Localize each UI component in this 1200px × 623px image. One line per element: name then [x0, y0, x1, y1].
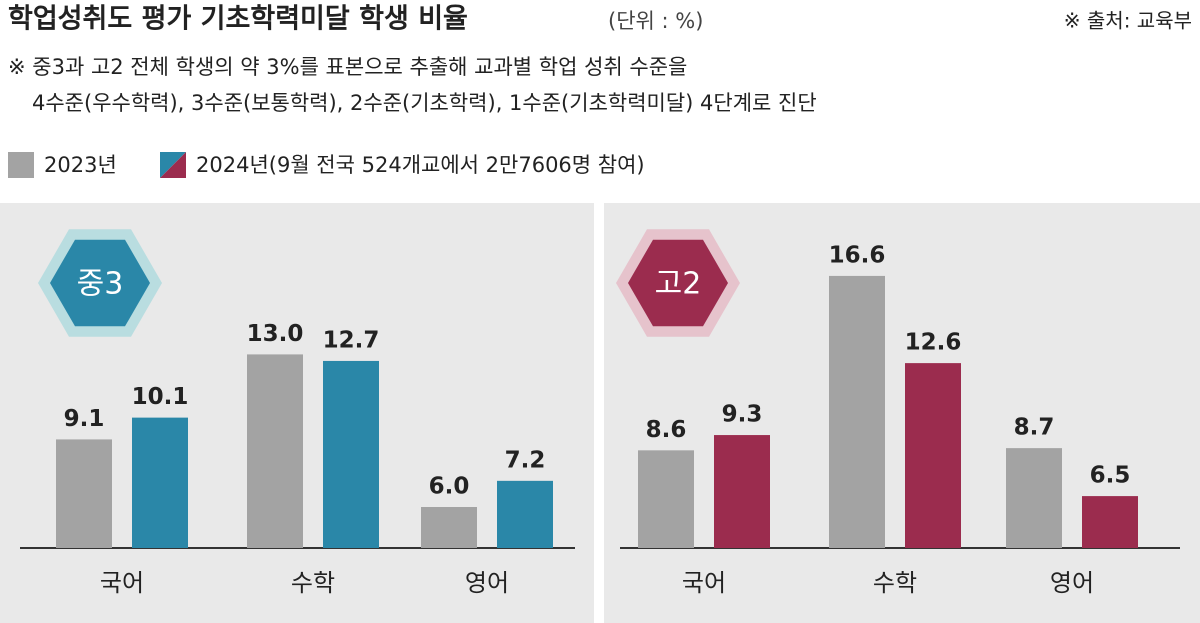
bar [905, 363, 961, 548]
legend-swatch [8, 152, 34, 178]
legend-label: 2023년 [44, 153, 117, 177]
bar [56, 439, 112, 548]
value-label: 12.6 [905, 330, 962, 356]
x-tick-label: 국어 [682, 569, 726, 597]
value-label: 9.1 [64, 406, 105, 432]
value-label: 6.0 [429, 474, 470, 500]
legend-swatch [160, 152, 186, 178]
bar [1006, 448, 1062, 548]
title: 학업성취도 평가 기초학력미달 학생 비율 [8, 4, 468, 35]
value-label: 7.2 [505, 447, 546, 473]
value-label: 9.3 [722, 402, 763, 428]
note: ※ 중3과 고2 전체 학생의 약 3%를 표본으로 추출해 교과별 학업 성취… [8, 55, 687, 79]
value-label: 10.1 [132, 384, 189, 410]
x-tick-label: 수학 [873, 569, 917, 597]
badge [50, 239, 150, 327]
x-tick-label: 영어 [465, 569, 509, 597]
source: ※ 출처: 교육부 [1064, 9, 1192, 33]
value-label: 13.0 [247, 321, 304, 347]
legend-label: 2024년(9월 전국 524개교에서 2만7606명 참여) [196, 153, 645, 177]
value-label: 8.7 [1014, 415, 1055, 441]
value-label: 8.6 [646, 417, 687, 443]
bar [132, 417, 188, 548]
value-label: 6.5 [1090, 463, 1131, 489]
x-tick-label: 국어 [100, 569, 144, 597]
x-tick-label: 수학 [291, 569, 335, 597]
bar [1082, 496, 1138, 548]
bar [638, 450, 694, 548]
bar [497, 480, 553, 548]
panel-title: 고2 [655, 267, 702, 302]
value-label: 16.6 [829, 242, 886, 268]
value-label: 12.7 [323, 327, 380, 353]
bar [247, 354, 303, 548]
bar [714, 435, 770, 548]
panel-title: 중3 [77, 267, 124, 302]
note: 4수준(우수학력), 3수준(보통학력), 2수준(기초학력), 1수준(기초학… [32, 91, 817, 115]
bar [421, 507, 477, 548]
x-tick-label: 영어 [1050, 569, 1094, 597]
unit: (단위 : %) [608, 9, 703, 33]
bar [829, 275, 885, 548]
bar [323, 360, 379, 548]
badge [628, 239, 728, 327]
panel-gap [594, 203, 604, 623]
